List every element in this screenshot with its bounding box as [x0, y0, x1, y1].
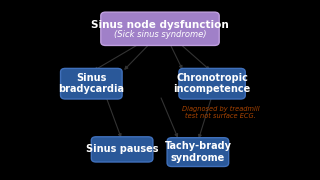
FancyBboxPatch shape — [179, 68, 245, 99]
FancyBboxPatch shape — [167, 138, 229, 166]
FancyBboxPatch shape — [101, 12, 219, 46]
Text: Tachy-brady
syndrome: Tachy-brady syndrome — [164, 141, 231, 163]
Text: Sinus pauses: Sinus pauses — [86, 144, 158, 154]
FancyBboxPatch shape — [60, 68, 122, 99]
Text: Sinus
bradycardia: Sinus bradycardia — [58, 73, 124, 94]
FancyBboxPatch shape — [91, 137, 153, 162]
Text: Chronotropic
incompetence: Chronotropic incompetence — [173, 73, 251, 94]
Text: (Sick sinus syndrome): (Sick sinus syndrome) — [114, 30, 206, 39]
Text: Sinus node dysfunction: Sinus node dysfunction — [91, 20, 229, 30]
Text: Diagnosed by treadmill
test not surface ECG.: Diagnosed by treadmill test not surface … — [181, 106, 259, 119]
